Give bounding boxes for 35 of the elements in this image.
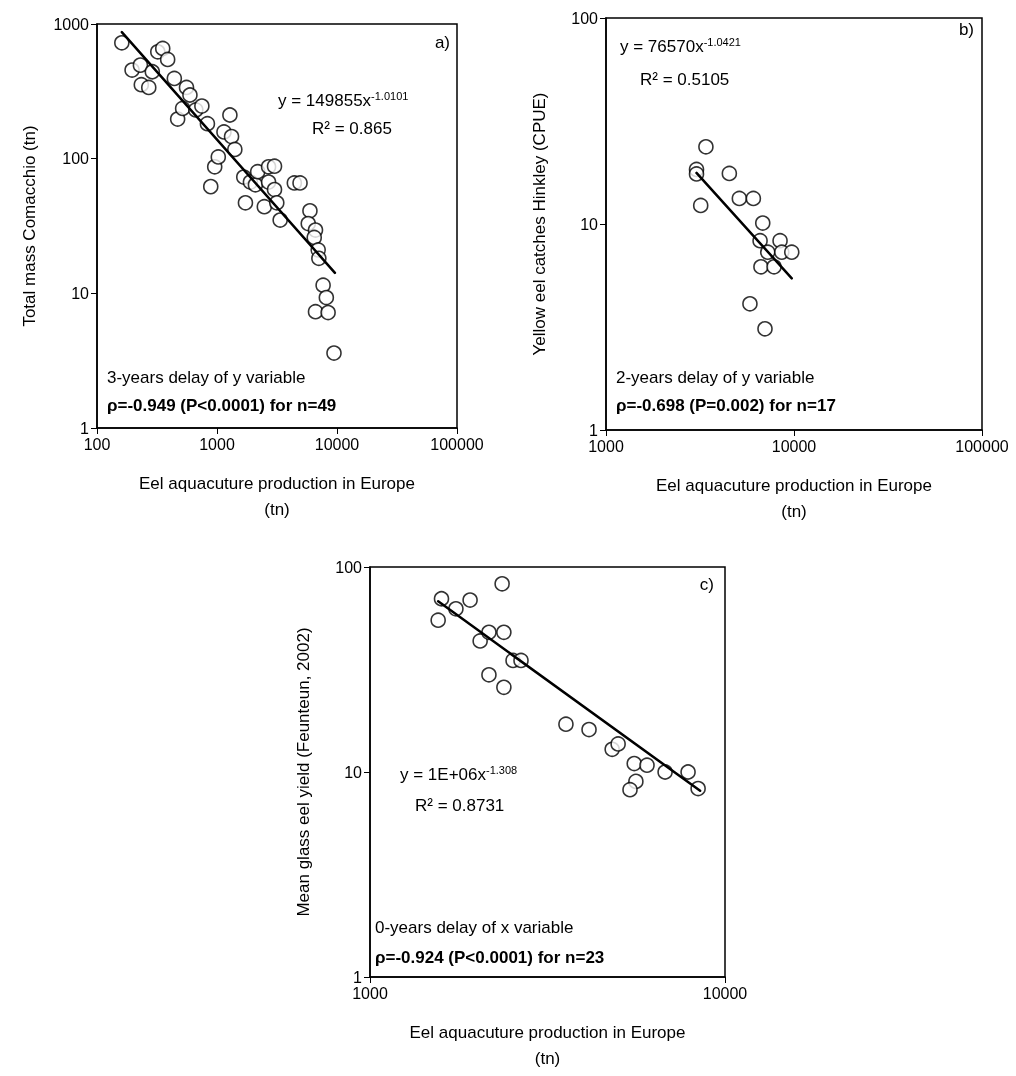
x-tick-label: 100000 — [955, 437, 1009, 455]
annotation: R² = 0.8731 — [415, 796, 505, 815]
y-tick-label: 100 — [335, 558, 363, 576]
y-tick-label: 1 — [589, 421, 599, 439]
x-axis-title: Eel aquacuture production in Europe (tn) — [656, 475, 932, 521]
x-tick-label: 100000 — [430, 435, 484, 453]
annotation: b) — [958, 20, 975, 39]
y-tick-label: 1 — [353, 968, 363, 986]
y-tick-label: 10 — [344, 763, 363, 781]
annotation: 2-years delay of y variable — [616, 368, 815, 387]
y-axis-title: Mean glass eel yield (Feunteun, 2002) — [293, 627, 313, 917]
annotation: ρ=-0.949 (P<0.0001) for n=49 — [107, 396, 337, 415]
y-axis-title: Yellow eel catches Hinkley (CPUE) — [529, 92, 549, 356]
annotation: R² = 0.5105 — [640, 70, 730, 89]
annotation: c) — [699, 575, 715, 594]
x-tick-label: 10000 — [771, 437, 817, 455]
y-tick-label: 10 — [580, 215, 599, 233]
annotation: ρ=-0.698 (P=0.002) for n=17 — [616, 396, 836, 415]
y-tick-label: 100 — [571, 9, 599, 27]
annotation: 3-years delay of y variable — [107, 368, 306, 387]
annotation: a) — [434, 33, 451, 52]
y-axis-title: Total mass Comacchio (tn) — [20, 125, 40, 327]
y-tick-label: 100 — [62, 150, 90, 168]
x-tick-label: 10000 — [314, 435, 360, 453]
x-axis-title: Eel aquacuture production in Europe (tn) — [409, 1022, 686, 1068]
annotation: 0-years delay of x variable — [375, 918, 574, 937]
x-tick-label: 10000 — [702, 984, 748, 1002]
y-tick-label: 1000 — [53, 15, 90, 33]
y-tick-label: 1 — [80, 419, 90, 437]
y-tick-label: 10 — [71, 284, 90, 302]
x-axis-title: Eel aquacuture production in Europe (tn) — [139, 473, 415, 519]
x-tick-label: 1000 — [199, 435, 235, 453]
annotation: R² = 0.865 — [312, 119, 392, 138]
x-tick-label: 100 — [83, 435, 111, 453]
annotation: ρ=-0.924 (P<0.0001) for n=23 — [375, 948, 605, 967]
